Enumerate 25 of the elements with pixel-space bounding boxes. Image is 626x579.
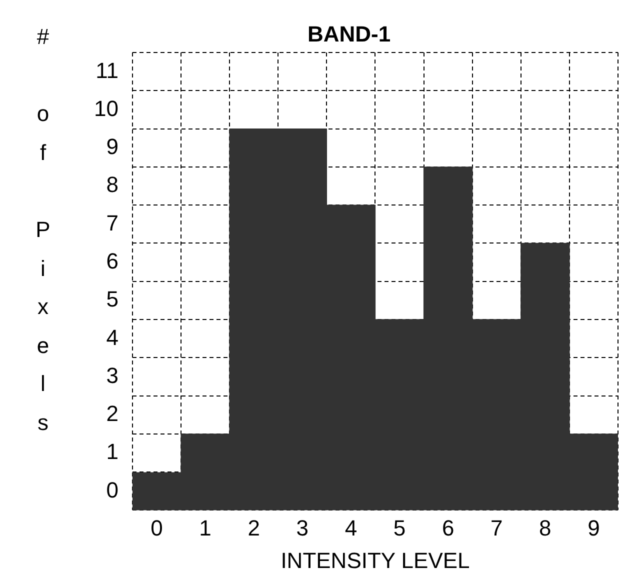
x-axis-title: INTENSITY LEVEL xyxy=(280,548,470,573)
x-tick-label: 0 xyxy=(150,515,163,540)
x-tick-label: 5 xyxy=(393,515,406,540)
y-tick-label: 1 xyxy=(106,439,118,464)
y-tick-label: 9 xyxy=(106,134,118,160)
y-tick-label: 6 xyxy=(106,248,118,274)
y-tick-label: 7 xyxy=(106,210,118,236)
text: # of Pixels xyxy=(36,24,50,435)
y-tick-label: 0 xyxy=(106,477,118,502)
y-tick-label: 8 xyxy=(106,172,118,198)
y-tick-label: 3 xyxy=(106,362,118,388)
chart-title: BAND-1 xyxy=(307,21,391,46)
x-tick-label: 2 xyxy=(248,515,260,540)
y-tick-label: 4 xyxy=(106,324,118,350)
x-tick-label: 9 xyxy=(588,515,600,540)
x-tick-label: 4 xyxy=(344,515,358,540)
x-tick-label: 1 xyxy=(199,515,212,540)
y-tick-label: 10 xyxy=(94,96,118,121)
x-tick-label: 6 xyxy=(442,515,454,540)
x-tick-label: 3 xyxy=(296,515,309,540)
y-tick-label: 2 xyxy=(106,401,118,426)
x-tick-label: 8 xyxy=(539,515,552,540)
x-tick-label: 7 xyxy=(490,515,503,540)
y-tick-label: 11 xyxy=(96,58,118,83)
y-tick-label: 5 xyxy=(106,286,118,312)
